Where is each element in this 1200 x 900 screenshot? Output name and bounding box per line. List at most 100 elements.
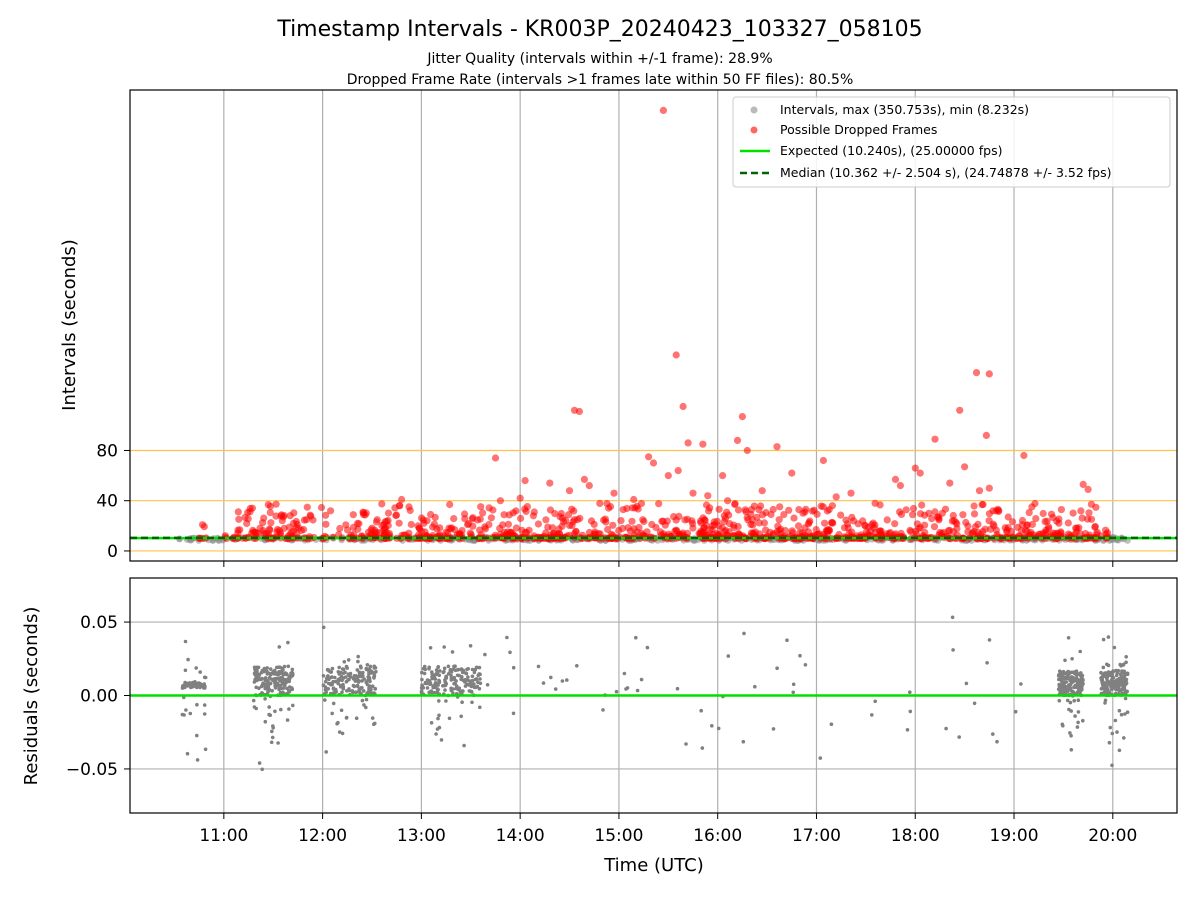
residual-point	[1070, 657, 1074, 661]
residual-point	[536, 664, 541, 669]
residual-point	[1060, 722, 1065, 727]
dropped-frame-outlier	[491, 454, 500, 462]
dropped-frame-point	[701, 516, 709, 524]
residual-point	[331, 701, 336, 706]
residual-point	[478, 677, 482, 681]
residual-point	[436, 665, 440, 669]
residual-point	[435, 682, 440, 686]
residual-point	[1125, 671, 1130, 676]
residual-point	[1121, 662, 1126, 667]
residual-point	[372, 673, 377, 678]
dropped-frame-point	[689, 524, 697, 532]
residual-point	[335, 721, 339, 726]
residual-point	[459, 714, 464, 719]
dropped-frame-point	[722, 526, 730, 535]
dropped-frame-point	[267, 519, 275, 527]
residual-point	[263, 719, 268, 724]
residual-point	[1076, 689, 1080, 694]
residual-point	[364, 705, 368, 710]
residual-point	[477, 686, 482, 691]
residual-point	[461, 668, 466, 673]
dropped-frame-point	[1042, 526, 1050, 534]
residual-point	[276, 741, 280, 745]
residual-point	[1072, 698, 1076, 703]
residual-point	[256, 665, 261, 670]
residual-point	[1080, 673, 1085, 678]
residual-point	[1123, 712, 1127, 716]
dropped-frame-point	[609, 521, 617, 529]
residual-point	[267, 705, 272, 709]
dropped-frame-point	[1069, 509, 1077, 517]
dropped-frame-outlier	[664, 472, 672, 480]
dropped-frame-point	[710, 521, 718, 529]
dropped-frame-point	[378, 521, 386, 530]
dropped-frame-point	[272, 500, 280, 508]
residual-point	[716, 726, 721, 731]
dropped-frame-point	[601, 515, 610, 523]
residual-point	[268, 667, 273, 671]
residual-point	[365, 663, 370, 667]
legend-marker-dropped	[750, 126, 758, 134]
residual-point	[430, 676, 435, 681]
dropped-frame-point	[760, 519, 769, 527]
dropped-frame-point	[407, 520, 415, 529]
residuals-xtick-label: 17:00	[792, 826, 841, 846]
residual-point	[1114, 687, 1118, 692]
residual-point	[196, 682, 201, 687]
residual-point	[1099, 676, 1103, 680]
residual-point	[466, 675, 470, 679]
dropped-frame-point	[952, 518, 960, 526]
residual-point	[257, 761, 262, 765]
residual-point	[437, 725, 442, 730]
dropped-frame-point	[265, 530, 273, 539]
dropped-frame-point	[355, 520, 363, 528]
residual-point	[470, 700, 474, 705]
residual-point	[1109, 683, 1114, 687]
residual-point	[468, 682, 473, 687]
residual-point	[270, 735, 275, 740]
dropped-frame-outlier	[972, 369, 981, 377]
dropped-frame-point	[565, 511, 573, 519]
dropped-frame-point	[643, 528, 651, 536]
residual-point	[753, 684, 757, 689]
residual-point	[465, 682, 469, 686]
chart-subtitle-2: Dropped Frame Rate (intervals >1 frames …	[347, 72, 854, 88]
dropped-frame-point	[964, 528, 972, 536]
dropped-frame-point	[1085, 509, 1093, 517]
residual-point	[1069, 734, 1073, 738]
residual-point	[1101, 637, 1106, 642]
residual-point	[255, 670, 259, 674]
residual-point	[1103, 682, 1108, 687]
residual-point	[950, 615, 955, 620]
residual-point	[1073, 684, 1077, 689]
dropped-frame-point	[234, 526, 242, 534]
residual-point	[321, 674, 326, 678]
dropped-frame-point	[730, 521, 738, 529]
dropped-frame-point	[406, 506, 414, 515]
dropped-frame-point	[322, 520, 330, 528]
legend-box	[732, 96, 1171, 188]
dropped-frame-point	[244, 515, 252, 523]
dropped-frame-point	[518, 526, 526, 534]
residual-point	[333, 690, 337, 695]
residual-point	[362, 703, 366, 707]
residual-point	[995, 739, 999, 744]
residual-point	[202, 703, 207, 707]
residual-point	[1080, 677, 1085, 681]
dropped-frame-point	[804, 520, 813, 528]
dropped-frame-outlier	[916, 469, 924, 477]
dropped-frame-point	[534, 520, 543, 528]
dropped-frame-point	[565, 521, 574, 530]
residual-point	[1081, 718, 1085, 723]
residual-point	[1125, 710, 1130, 714]
dropped-frame-point	[661, 521, 669, 529]
residual-point	[1112, 645, 1117, 650]
residual-point	[323, 679, 328, 684]
dropped-frame-point	[715, 531, 723, 539]
dropped-frame-point	[974, 520, 982, 528]
residuals-y-ticks: −0.05 0.00 0.05	[66, 613, 130, 780]
dropped-frame-outlier	[699, 440, 707, 448]
residual-point	[254, 706, 258, 711]
residual-point	[575, 664, 579, 668]
dropped-frame-outlier	[982, 431, 991, 439]
